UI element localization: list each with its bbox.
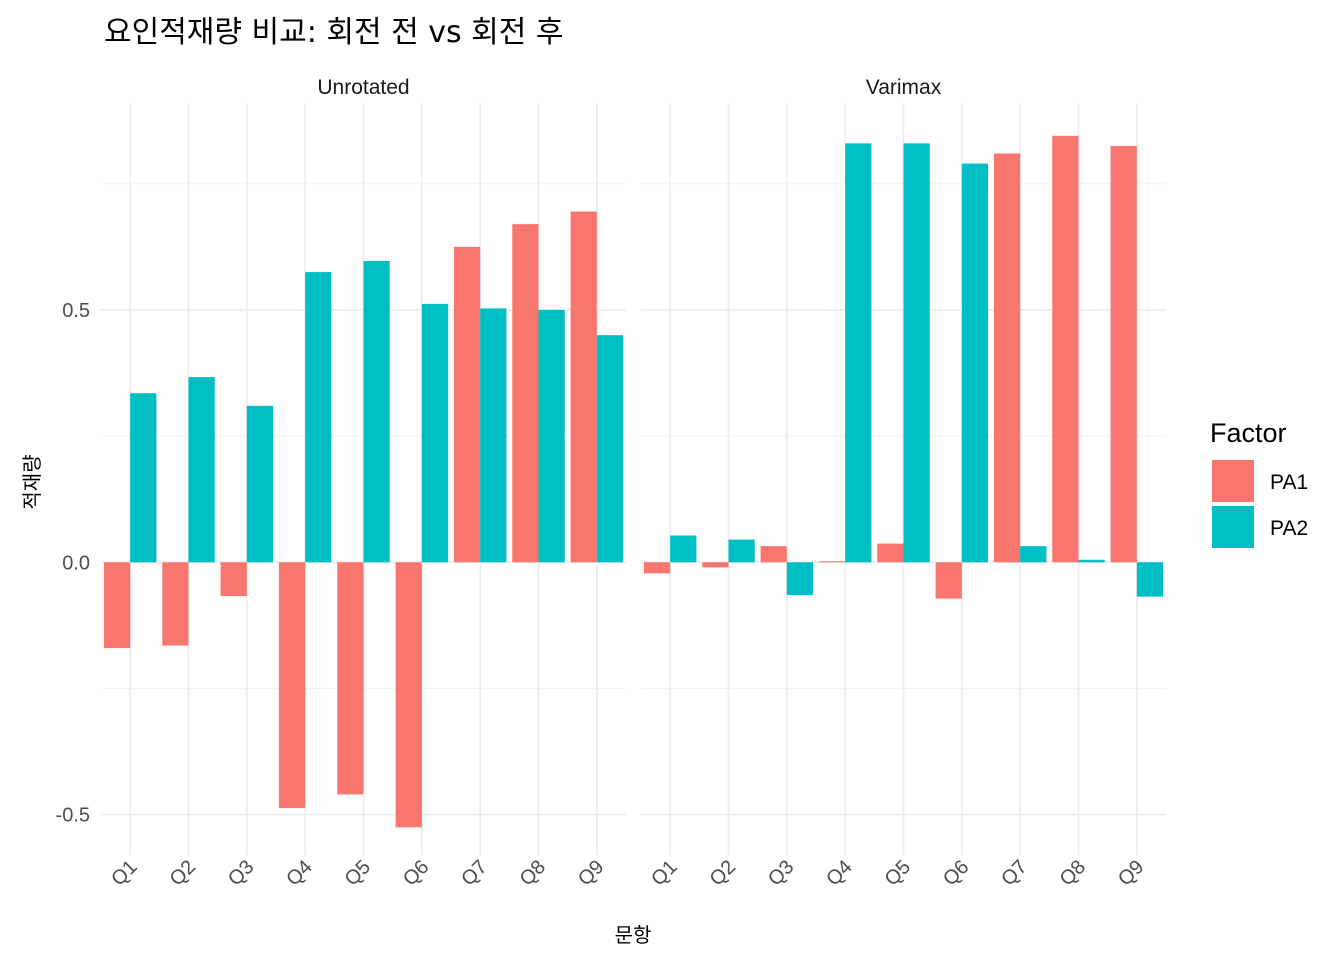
y-tick-label: 0.0	[62, 552, 90, 574]
legend-key-pa2	[1212, 506, 1254, 548]
bar-pa2-q9	[1136, 562, 1164, 597]
facet-varimax: Varimax	[641, 76, 1166, 855]
x-tick-label: Q8	[516, 856, 550, 890]
x-tick-label: Q3	[764, 856, 798, 890]
bar-pa1-q9	[1110, 145, 1137, 563]
x-tick-label: Q5	[341, 856, 375, 890]
bar-pa2-q3	[246, 405, 274, 563]
bar-pa1-q3	[760, 546, 787, 563]
bar-pa2-q4	[305, 272, 332, 563]
legend-label: PA1	[1270, 471, 1308, 494]
bar-pa1-q6	[935, 562, 962, 599]
bar-pa2-q1	[670, 535, 697, 563]
facet-unrotated: Unrotated	[101, 76, 626, 855]
bar-pa1-q2	[702, 562, 729, 568]
x-tick-label: Q9	[574, 856, 608, 890]
bar-pa2-q5	[363, 260, 390, 563]
x-tick-label: Q5	[881, 856, 915, 890]
x-tick-label: Q1	[107, 856, 141, 890]
bar-pa2-q8	[1078, 559, 1105, 563]
x-tick-label: Q8	[1056, 856, 1090, 890]
facet-strip-label: Unrotated	[317, 76, 409, 99]
x-axes: Q1 Q2 Q3 Q4 Q5 Q6 Q7 Q8 Q9 Q1 Q2 Q3 Q4 Q5 Q6 Q7 Q8 Q9	[107, 856, 1148, 890]
x-tick-label: Q9	[1114, 856, 1148, 890]
bar-pa1-q1	[103, 562, 131, 649]
bar-pa2-q3	[786, 562, 814, 596]
x-tick-label: Q3	[224, 856, 258, 890]
x-tick-label: Q2	[706, 856, 740, 890]
bar-pa2-q9	[596, 335, 624, 563]
bar-pa2-q8	[538, 309, 565, 563]
y-axis: -0.5 0.0 0.5	[56, 300, 90, 827]
bar-pa2-q2	[728, 539, 755, 563]
y-tick-label: 0.5	[62, 300, 90, 322]
bar-pa1-q7	[993, 153, 1021, 563]
x-tick-label: Q6	[399, 856, 433, 890]
bar-pa2-q1	[130, 393, 157, 563]
bar-pa1-q1	[643, 562, 671, 574]
facet-strip-label: Varimax	[866, 76, 942, 99]
bar-pa1-q2	[162, 562, 189, 646]
legend-title: Factor	[1210, 418, 1287, 448]
x-axis-title: 문항	[615, 923, 652, 947]
x-tick-label: Q7	[997, 856, 1031, 890]
bar-pa2-q6	[961, 163, 989, 563]
legend-label: PA2	[1270, 517, 1308, 540]
x-tick-label: Q7	[457, 856, 491, 890]
bar-pa2-q6	[421, 303, 449, 563]
chart-title: 요인적재량 비교: 회전 전 vs 회전 후	[104, 15, 564, 50]
x-tick-label: Q6	[939, 856, 973, 890]
bar-pa1-q8	[512, 224, 539, 563]
bar-pa1-q5	[877, 543, 904, 563]
x-tick-label: Q1	[647, 856, 681, 890]
x-tick-label: Q4	[822, 856, 856, 890]
bar-pa1-q7	[453, 246, 481, 563]
bar-pa2-q5	[903, 143, 930, 563]
bar-pa1-q3	[220, 562, 247, 597]
bar-pa2-q7	[480, 308, 507, 563]
legend-key-pa1	[1212, 460, 1254, 502]
bar-pa1-q5	[337, 562, 364, 795]
bar-pa2-q2	[188, 377, 215, 563]
bar-pa2-q4	[845, 143, 872, 563]
bar-pa1-q6	[395, 562, 422, 828]
bar-pa2-q7	[1020, 546, 1047, 563]
bar-pa1-q4	[278, 562, 306, 809]
y-tick-label: -0.5	[56, 805, 90, 827]
legend: Factor PA1 PA2	[1210, 418, 1308, 548]
bar-pa1-q9	[570, 211, 597, 563]
y-axis-title: 적재량	[20, 454, 44, 509]
x-tick-label: Q4	[282, 856, 316, 890]
bar-pa1-q4	[818, 561, 846, 563]
x-tick-label: Q2	[166, 856, 200, 890]
facet-panels: Unrotated Varimax	[101, 76, 1166, 855]
bar-pa1-q8	[1052, 135, 1079, 563]
